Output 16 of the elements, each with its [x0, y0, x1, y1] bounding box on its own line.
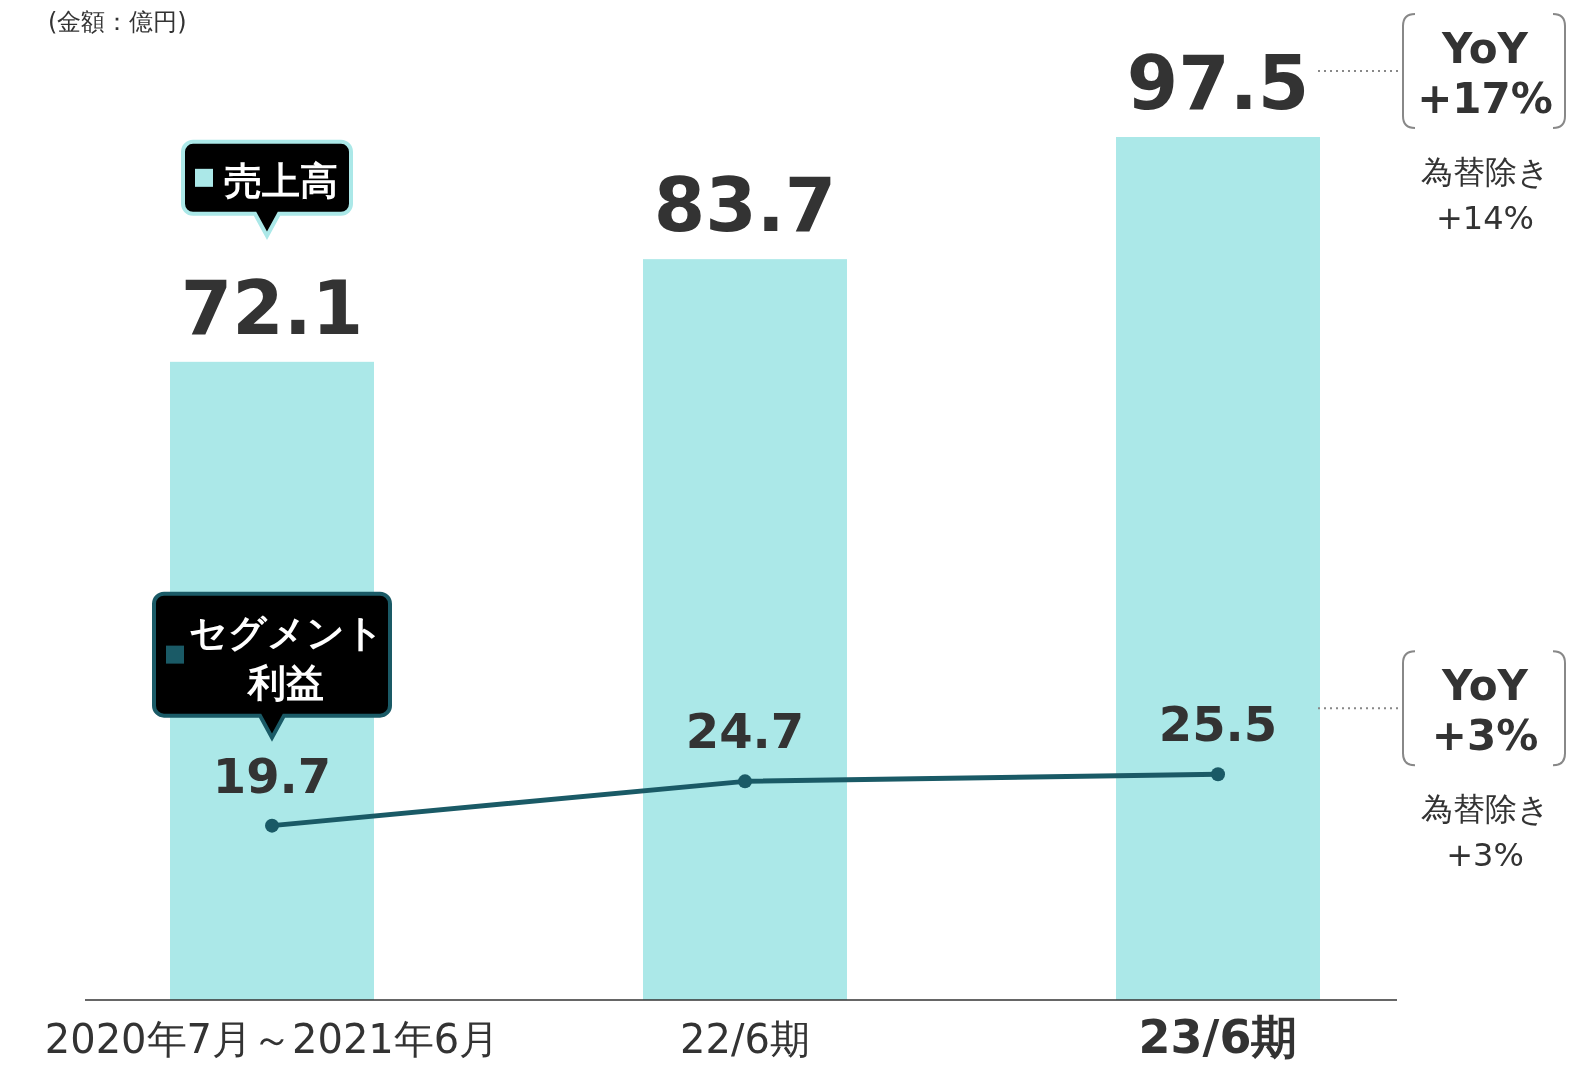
data-label: 25.5	[1158, 696, 1278, 753]
text: (金額：億円)	[48, 8, 187, 36]
text: YoY +3%	[1431, 661, 1539, 761]
data-label: 24.7	[685, 703, 805, 760]
x-tick-label: 23/6期	[1138, 1010, 1298, 1064]
legend-label: 売上高	[224, 158, 338, 203]
data-label: 19.7	[212, 747, 332, 804]
x-tick-label: 2020年7月～2021年6月	[44, 1016, 500, 1062]
x-tick-label: 22/6期	[680, 1016, 810, 1062]
data-label: 83.7	[653, 162, 837, 249]
text: 為替除き +14%	[1420, 153, 1550, 237]
text: YoY +17%	[1417, 24, 1553, 123]
legend-label: セグメント利益	[188, 610, 384, 705]
data-label: 72.1	[180, 264, 364, 351]
data-label: 97.5	[1126, 40, 1310, 126]
text: 為替除き +3%	[1420, 790, 1550, 875]
